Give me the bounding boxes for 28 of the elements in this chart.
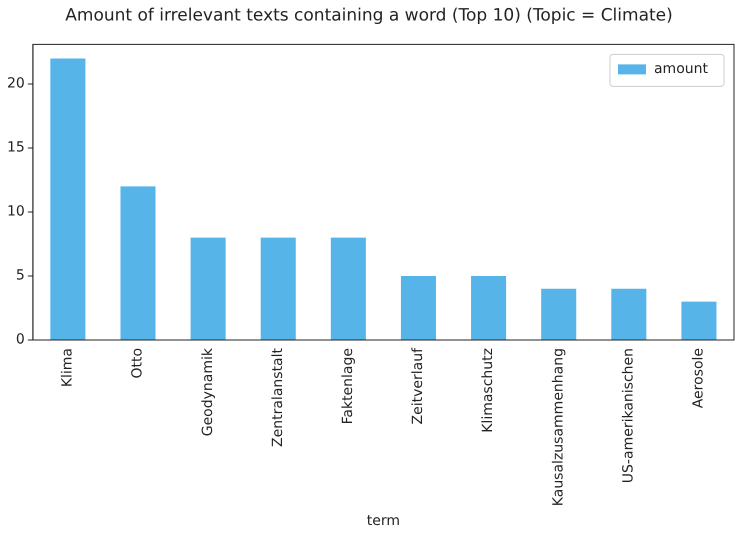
x-tick-label: Otto — [130, 348, 146, 379]
y-tick-label: 5 — [16, 268, 25, 284]
x-tick-label: Zeitverlauf — [410, 346, 426, 424]
y-tick-label: 15 — [6, 140, 25, 156]
chart-title: Amount of irrelevant texts containing a word (Top 10) (Topic = Climate) — [65, 6, 673, 26]
x-tick-label: Klima — [60, 348, 76, 388]
x-tick-label: US-amerikanischen — [620, 348, 636, 484]
bar — [541, 288, 576, 340]
y-tick-label: 20 — [6, 76, 25, 92]
bar — [120, 186, 156, 340]
bar — [400, 276, 436, 340]
bar — [50, 58, 86, 340]
x-tick-label: Zentralanstalt — [270, 347, 286, 447]
bar — [611, 288, 646, 340]
bar — [190, 238, 226, 340]
legend-label: amount — [654, 61, 709, 78]
x-tick-label: Faktenlage — [340, 348, 356, 424]
y-tick-label: 0 — [16, 332, 25, 348]
bar — [260, 238, 296, 340]
bar — [330, 238, 366, 340]
y-tick-label: 10 — [6, 204, 25, 220]
bar — [681, 302, 716, 340]
x-tick-label: Geodynamik — [200, 347, 216, 436]
bar — [471, 276, 506, 340]
x-tick-label: Klimaschutz — [480, 348, 496, 433]
x-axis-title: term — [366, 513, 400, 530]
x-tick-label: Kausalzusammenhang — [550, 348, 566, 506]
x-tick-label: Aerosole — [690, 348, 707, 408]
